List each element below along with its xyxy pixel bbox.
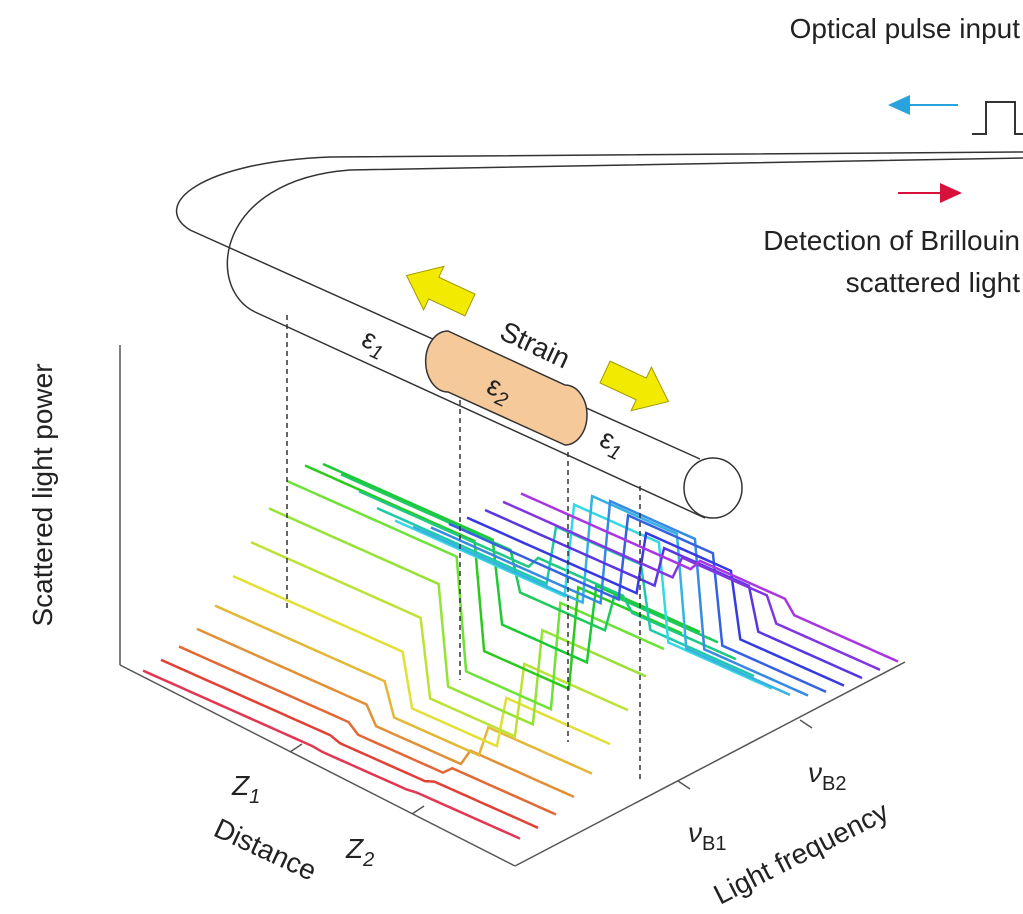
symbol: ν [688,817,702,848]
spectrum-trace [161,660,538,828]
subscript: B1 [702,833,726,855]
tick [290,744,302,752]
frequency-mark: νB1 [688,817,726,855]
detection-arrow-head [940,183,962,203]
spectrum-trace [233,576,610,746]
tick [412,806,424,814]
input-arrow-head [888,95,910,115]
strain-arrow [396,254,480,327]
pulse [972,102,1023,134]
spectrum-trace [305,466,682,689]
pulse-label: Optical pulse input [790,13,1021,44]
distance-mark: Z2 [345,833,374,871]
tick [800,720,812,728]
subscript: 2 [362,849,374,871]
subscript: 1 [249,786,260,808]
spectrum-trace [143,671,520,839]
x-axis [120,665,515,866]
diagram: Optical pulse input Detection of Brillou… [0,0,1023,914]
z-axis-label: Light frequency [709,796,894,911]
x-axis-label: Distance [209,812,321,886]
detection-label: scattered light [846,267,1021,298]
spectrum-trace [521,494,898,662]
frequency-mark: νB2 [808,757,846,795]
symbol: Z [345,833,364,864]
subscript: B2 [822,773,846,795]
symbol: Z [231,770,250,801]
tick [678,781,690,789]
strain-arrow [595,350,679,423]
y-axis-label: Scattered light power [27,363,58,626]
symbol: ν [808,757,822,788]
distance-mark: Z1 [231,770,260,808]
detection-label: Detection of Brillouin [763,225,1020,256]
spectra [143,464,898,839]
spectrum-trace [251,542,628,736]
fiber-end [684,458,742,518]
